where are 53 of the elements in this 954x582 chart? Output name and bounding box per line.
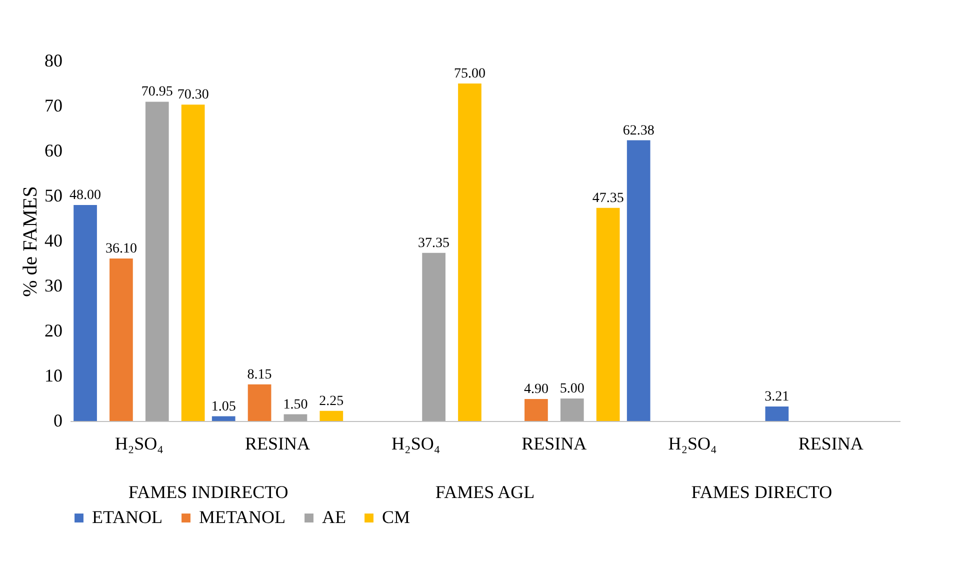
bar — [284, 414, 308, 421]
bar — [74, 205, 97, 421]
x-tick-label: H₂SO₄ — [668, 434, 717, 454]
bar — [458, 84, 482, 421]
y-tick-label: 80 — [44, 50, 62, 70]
x-tick-label: RESINA — [244, 434, 310, 454]
data-label: 62.38 — [622, 123, 654, 138]
y-tick-label: 60 — [44, 140, 62, 160]
bar — [320, 410, 344, 421]
y-tick-label: 10 — [44, 366, 62, 386]
data-label: 70.30 — [177, 88, 209, 103]
x-tick-label: H₂SO₄ — [392, 434, 440, 454]
text: FAMES INDIRECTO — [128, 482, 288, 502]
text: FAMES AGL — [435, 482, 535, 502]
data-label: 1.05 — [211, 399, 236, 414]
y-tick-label: 40 — [44, 230, 62, 250]
data-label: 3.21 — [764, 390, 790, 405]
data-label: 48.00 — [70, 188, 102, 203]
data-label: 37.35 — [418, 236, 450, 251]
text: FAMES DIRECTO — [691, 482, 832, 502]
bar — [110, 258, 133, 421]
y-tick-label: 0 — [54, 410, 62, 430]
data-label: 5.00 — [560, 382, 584, 396]
bar — [145, 102, 169, 421]
bar — [422, 252, 446, 421]
bar — [248, 384, 272, 421]
y-tick-label: 50 — [44, 186, 62, 206]
data-label: 4.90 — [524, 382, 548, 397]
bar — [181, 104, 205, 421]
data-label: 1.50 — [283, 397, 308, 412]
bar — [212, 416, 236, 421]
data-label: 47.35 — [592, 190, 624, 206]
legend-label: ETANOL — [92, 507, 163, 527]
y-tick-label: 30 — [44, 276, 62, 296]
data-label: 36.10 — [105, 242, 137, 257]
bar — [596, 208, 620, 421]
x-tick-label: RESINA — [798, 434, 864, 454]
y-tick-label: 20 — [44, 320, 62, 340]
bar — [626, 140, 650, 421]
bar — [765, 406, 789, 421]
y-tick-label: 70 — [44, 96, 62, 116]
legend-label: CM — [382, 507, 410, 527]
x-tick-label: H₂SO₄ — [114, 434, 164, 454]
data-label: 70.95 — [141, 84, 173, 100]
data-label: 8.15 — [247, 367, 272, 382]
x-tick-label: RESINA — [522, 434, 587, 454]
legend-label: METANOL — [199, 507, 286, 527]
bar — [524, 398, 548, 421]
data-label: 2.25 — [319, 394, 344, 409]
y-axis-title: % de FAMES — [20, 186, 42, 297]
bar — [560, 398, 584, 421]
data-label: 75.00 — [454, 66, 486, 82]
legend-label: AE — [322, 507, 346, 527]
